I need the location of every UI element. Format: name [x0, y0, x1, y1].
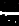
- Bar: [7, 23, 8, 25]
- Bar: [4, 9, 5, 10]
- Text: *: *: [0, 0, 13, 5]
- Text: *: *: [1, 0, 15, 22]
- Text: *: *: [4, 0, 19, 9]
- Text: Fig. 3a: Fig. 3a: [0, 12, 19, 26]
- Bar: [17, 6, 18, 10]
- Text: *: *: [0, 0, 13, 17]
- Bar: [5, 6, 7, 10]
- Bar: [15, 24, 16, 25]
- Text: *: *: [8, 0, 19, 9]
- Text: *: *: [8, 0, 19, 24]
- Text: *: *: [3, 0, 17, 24]
- Text: *: *: [3, 0, 17, 9]
- Bar: [4, 24, 5, 25]
- Text: *: *: [4, 0, 19, 24]
- Bar: [13, 2, 14, 10]
- Text: *: *: [1, 0, 15, 9]
- Bar: [13, 18, 14, 25]
- Bar: [17, 19, 18, 25]
- Bar: [11, 24, 12, 25]
- Bar: [9, 24, 10, 25]
- Text: Dopamine +: Dopamine +: [0, 11, 19, 26]
- Bar: [5, 17, 7, 25]
